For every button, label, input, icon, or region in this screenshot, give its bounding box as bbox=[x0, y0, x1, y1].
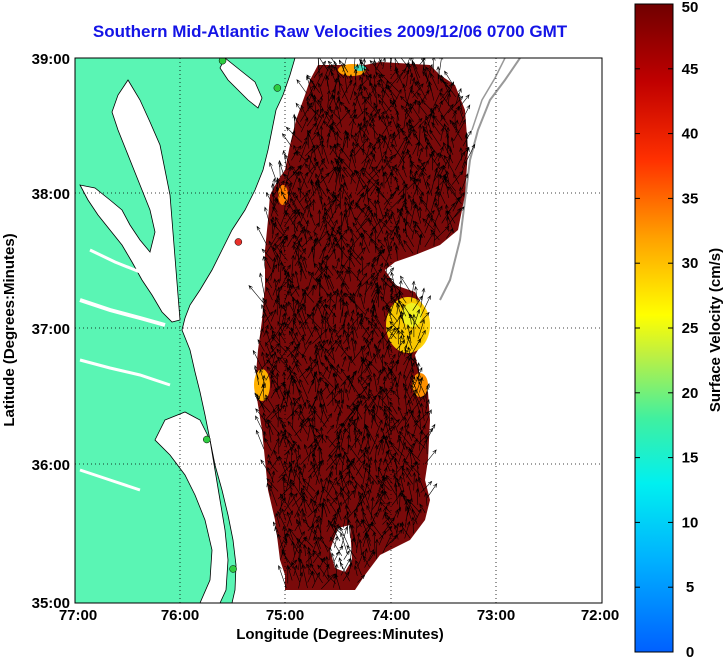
river bbox=[79, 468, 141, 492]
river bbox=[79, 358, 171, 387]
colorbar-tick-label: 20 bbox=[682, 385, 699, 402]
station-marker bbox=[218, 58, 227, 65]
x-tick-label: 72:00 bbox=[581, 607, 619, 624]
velocity-arrows bbox=[248, 58, 476, 590]
colorbar-tick-label: 10 bbox=[682, 514, 699, 531]
colorbar-tick-label: 15 bbox=[682, 450, 699, 467]
velocity-arrow-set bbox=[248, 58, 476, 590]
y-tick-label: 38:00 bbox=[32, 186, 70, 203]
map-title: Southern Mid-Atlantic Raw Velocities 200… bbox=[92, 22, 568, 41]
bathymetry-contour bbox=[471, 58, 506, 131]
colorbar-tick-label: 5 bbox=[686, 579, 694, 596]
y-tick-label: 39:00 bbox=[32, 51, 70, 68]
colorbar-tick-label: 25 bbox=[682, 320, 699, 337]
colorbar bbox=[634, 3, 674, 653]
colorbar-tick-label: 45 bbox=[682, 61, 699, 78]
x-tick-label: 76:00 bbox=[161, 607, 199, 624]
radar-stations bbox=[203, 58, 282, 573]
y-tick-label: 36:00 bbox=[32, 457, 70, 474]
station-marker bbox=[234, 238, 243, 246]
slow-patch bbox=[402, 303, 422, 327]
colorbar-tick-label: 35 bbox=[682, 190, 699, 207]
colorbar-tick-label: 50 bbox=[682, 0, 699, 16]
x-axis-label: Longitude (Degrees:Minutes) bbox=[236, 626, 444, 643]
station-marker bbox=[273, 84, 282, 92]
colorbar-tick-label: 0 bbox=[686, 644, 694, 659]
y-tick-label: 35:00 bbox=[32, 595, 70, 612]
y-tick-label: 37:00 bbox=[32, 321, 70, 338]
colorbar-label: Surface Velocity (cm/s) bbox=[707, 248, 724, 412]
x-tick-label: 74:00 bbox=[372, 607, 410, 624]
bathymetry-contour bbox=[439, 58, 521, 301]
colorbar-tick-label: 40 bbox=[682, 126, 699, 143]
x-tick-label: 73:00 bbox=[477, 607, 515, 624]
station-marker bbox=[203, 435, 211, 444]
grid bbox=[75, 58, 602, 603]
x-tick-label: 77:00 bbox=[59, 607, 97, 624]
delaware-bay bbox=[219, 58, 263, 109]
chesapeake-bay bbox=[79, 79, 181, 323]
colorbar-tick-label: 30 bbox=[682, 255, 699, 272]
station-marker bbox=[229, 565, 237, 573]
river bbox=[89, 248, 141, 274]
river bbox=[79, 298, 166, 327]
land-mass bbox=[75, 58, 296, 603]
x-tick-label: 75:00 bbox=[266, 607, 304, 624]
y-axis-label: Latitude (Degrees:Minutes) bbox=[1, 233, 18, 426]
